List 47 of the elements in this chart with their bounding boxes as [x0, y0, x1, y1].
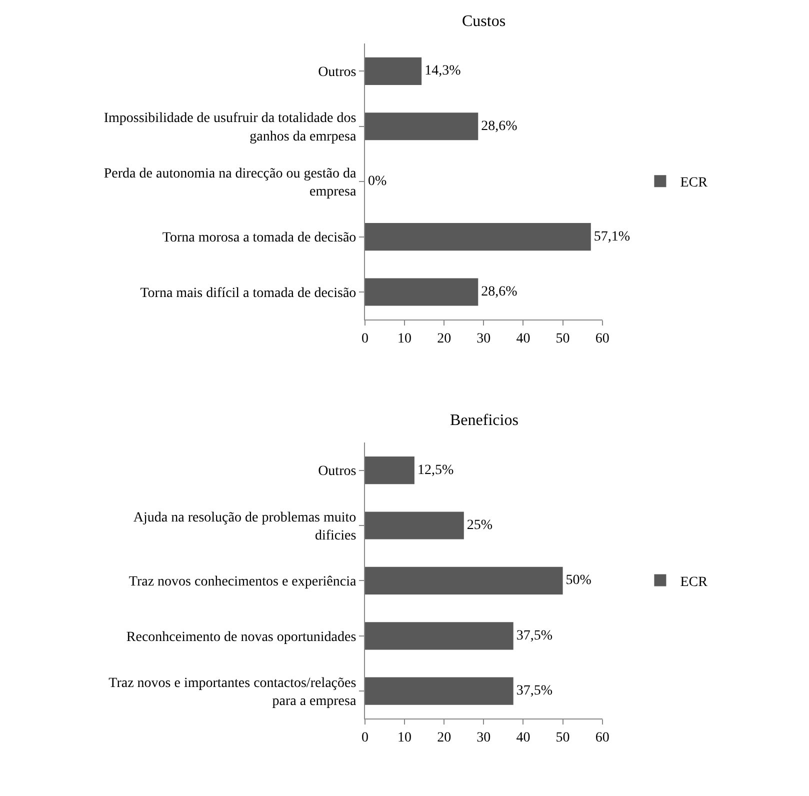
legend-label: ECR [680, 176, 708, 191]
y-tick-label: Reconhceimento de novas oportunidades [126, 630, 356, 645]
data-label: 57,1% [594, 229, 630, 244]
y-tick-label: Perda de autonomia na direcção ou gestão da empresa [104, 166, 357, 200]
y-tick-label: Outros [318, 464, 356, 480]
data-label: 50% [566, 573, 592, 588]
bar [365, 456, 414, 484]
x-tick-label: 0 [362, 331, 368, 346]
y-tick-label: Ajuda na resolução de problemas muito dificies [133, 510, 356, 544]
x-tick-label: 50 [556, 730, 570, 746]
data-label: 37,5% [516, 684, 553, 699]
data-label: 37,5% [516, 628, 553, 644]
x-tick-label: 60 [595, 730, 610, 746]
x-tick-label: 30 [476, 730, 491, 746]
bar [365, 677, 514, 705]
x-tick-label: 30 [476, 331, 491, 346]
y-tick-label: Torna morosa a tomada de decisão [162, 230, 356, 246]
data-label: 28,6% [481, 284, 518, 300]
chart-title: Custos [462, 13, 506, 30]
bar [365, 57, 422, 85]
bar [365, 278, 478, 306]
y-tick-label: Traz novos conhecimentos e experiência [128, 574, 357, 590]
x-tick-label: 50 [556, 331, 570, 346]
data-label: 25% [466, 518, 493, 533]
bar [365, 112, 478, 140]
data-label: 12,5% [417, 462, 454, 478]
bar [365, 622, 514, 650]
y-tick-label: Impossibilidade de usufruir da totalidade dos ganhos da emrpesa [104, 111, 357, 144]
data-label: 28,6% [481, 118, 518, 134]
chart-title: Beneficios [450, 412, 518, 429]
x-tick-label: 40 [516, 730, 530, 746]
data-label: 14,3% [424, 64, 462, 79]
x-tick-label: 20 [437, 331, 452, 346]
x-tick-label: 10 [398, 331, 412, 346]
bar [365, 566, 563, 594]
legend-label: ECR [680, 574, 708, 590]
x-tick-label: 0 [362, 730, 368, 746]
data-label: 0% [368, 174, 387, 190]
y-tick-label: Torna mais difícil a tomada de decisão [140, 286, 356, 301]
x-tick-label: 60 [595, 331, 610, 346]
x-tick-label: 40 [516, 331, 530, 346]
y-tick-label: Outros [318, 65, 356, 80]
y-tick-label: Traz novos e importantes contactos/relações para a empresa [108, 676, 357, 710]
x-tick-label: 10 [398, 730, 412, 746]
x-tick-label: 20 [437, 730, 452, 746]
bar [365, 222, 591, 251]
bar [365, 512, 464, 540]
